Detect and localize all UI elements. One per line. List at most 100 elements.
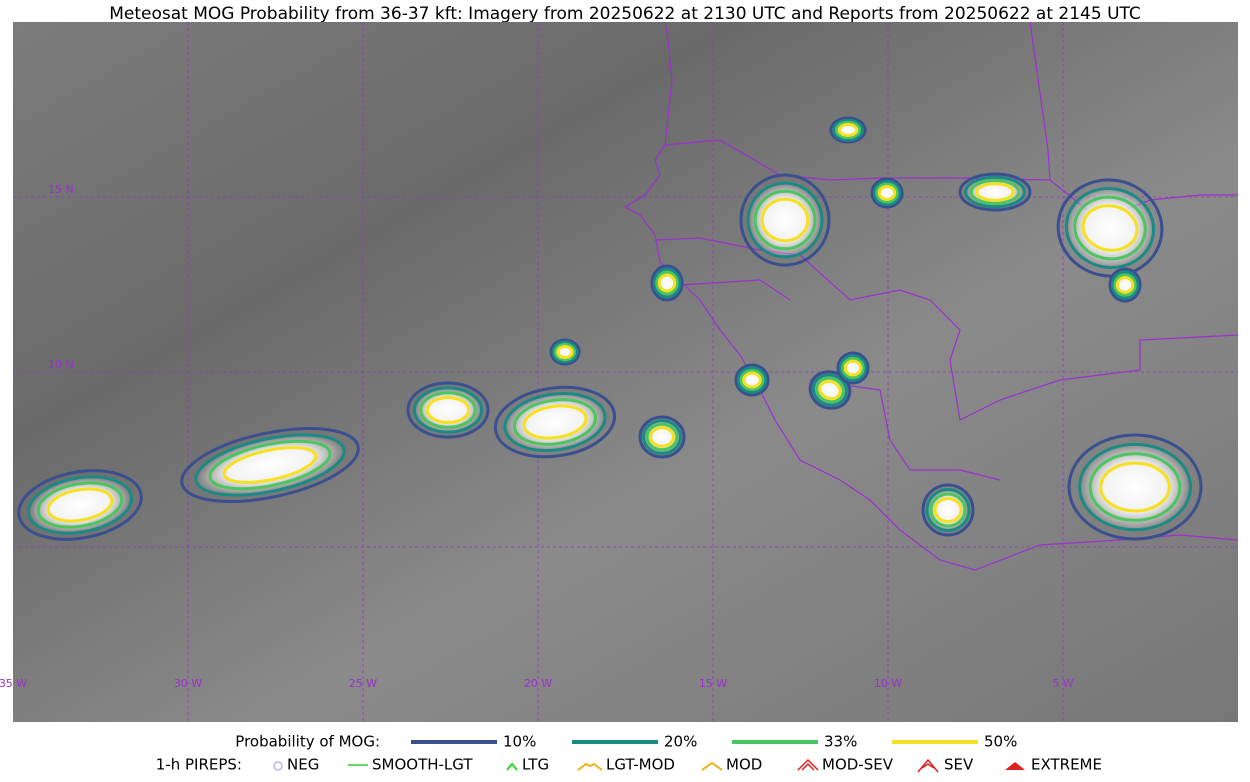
contour-line xyxy=(875,182,899,204)
pirep-icon xyxy=(506,762,518,771)
legend-label: SMOOTH-LGT xyxy=(372,756,473,774)
contour-line xyxy=(208,439,332,491)
mog-contour xyxy=(406,381,490,439)
contour-line xyxy=(406,381,490,439)
lon-label: 15 W xyxy=(699,677,727,690)
lon-label: 25 W xyxy=(349,677,377,690)
legend-label: LTG xyxy=(522,756,549,774)
mog-contour xyxy=(870,177,904,209)
contour-line xyxy=(829,116,867,144)
legend-label: EXTREME xyxy=(1031,756,1102,774)
pirep-icon xyxy=(797,758,819,771)
contour-line xyxy=(638,415,686,459)
contour-line xyxy=(645,422,679,452)
mog-contour xyxy=(180,427,360,503)
contour-line xyxy=(642,419,682,455)
lon-label: 20 W xyxy=(524,677,552,690)
contour-line xyxy=(734,363,770,397)
contour-line xyxy=(808,370,852,410)
contour-line xyxy=(870,177,904,209)
legend-label: 10% xyxy=(503,733,536,751)
mog-contour xyxy=(650,264,684,302)
map xyxy=(13,22,1238,722)
contour-line xyxy=(1064,187,1156,269)
contour-line xyxy=(503,392,607,452)
contour-line xyxy=(551,340,579,364)
contour-line xyxy=(921,483,975,537)
contour-line xyxy=(425,396,471,424)
legend-label: 50% xyxy=(984,733,1017,751)
contour-line xyxy=(837,122,859,138)
lat-label: 15 N xyxy=(48,183,74,196)
cloud xyxy=(747,181,823,259)
lon-label: 10 W xyxy=(874,677,902,690)
contour-line xyxy=(36,481,124,529)
cloud xyxy=(414,387,482,433)
mog-contour xyxy=(921,483,975,537)
contour-line xyxy=(180,427,360,503)
mog-contour xyxy=(493,385,617,459)
contour-line xyxy=(556,344,574,360)
title: Meteosat MOG Probability from 36-37 kft:… xyxy=(109,4,1141,24)
graticule xyxy=(13,22,1238,722)
contour-line xyxy=(832,118,864,142)
contour-line xyxy=(929,492,967,528)
mog-contour xyxy=(549,338,581,366)
mog-contour xyxy=(1108,267,1142,303)
pirep-icon xyxy=(1005,762,1025,770)
contour-line xyxy=(1078,442,1192,532)
contour-line xyxy=(46,487,114,523)
contour-line xyxy=(419,391,477,429)
contour-line xyxy=(657,273,677,293)
contour-line xyxy=(1073,195,1147,261)
mog-contour xyxy=(1067,433,1203,541)
contour-line xyxy=(760,197,810,243)
pirep-icon xyxy=(577,762,603,771)
legend-label: NEG xyxy=(287,756,319,774)
contour-line xyxy=(746,181,824,259)
contour-line xyxy=(412,386,484,434)
contour-line xyxy=(655,270,679,296)
contour-line xyxy=(815,376,845,404)
pirep-icon xyxy=(701,761,723,771)
contour-line xyxy=(834,120,862,140)
contour-line xyxy=(933,497,963,523)
contour-line xyxy=(969,178,1021,206)
contour-line xyxy=(222,446,318,484)
contour-line xyxy=(1056,178,1164,278)
contour-line xyxy=(964,175,1026,209)
mog-contour xyxy=(734,363,770,397)
mog-contour xyxy=(829,116,867,144)
cloud xyxy=(1078,442,1192,532)
contour-line xyxy=(493,385,617,459)
contour-line xyxy=(818,379,842,401)
contour-line xyxy=(652,267,682,299)
legend-label: SEV xyxy=(944,756,974,774)
contour-line xyxy=(843,359,863,377)
contour-line xyxy=(958,172,1032,212)
mog-contour xyxy=(17,469,143,541)
contour-line xyxy=(838,354,868,382)
pirep-icon xyxy=(917,758,939,773)
mog-contour xyxy=(1056,178,1164,278)
contour-line xyxy=(742,371,762,389)
lat-label: 10 N xyxy=(48,358,74,371)
contour-line xyxy=(811,373,849,407)
pirep-icon xyxy=(273,761,283,771)
contour-line xyxy=(877,185,897,201)
legend-label: MOD xyxy=(726,756,762,774)
legend-label: LGT-MOD xyxy=(606,756,675,774)
contour-line xyxy=(1099,461,1171,513)
contour-line xyxy=(649,426,675,448)
lon-label: 30 W xyxy=(174,677,202,690)
contour-line xyxy=(1115,276,1135,294)
contour-line xyxy=(26,475,134,535)
contour-line xyxy=(1081,204,1139,252)
contour-line xyxy=(925,488,971,532)
contour-line xyxy=(1108,267,1142,303)
contour-line xyxy=(522,404,588,440)
mog-contour xyxy=(836,351,870,385)
legend: Probability of MOG: 1-h PIREPS: 10% 20% 33… xyxy=(156,733,1102,774)
contour-line xyxy=(975,182,1015,202)
